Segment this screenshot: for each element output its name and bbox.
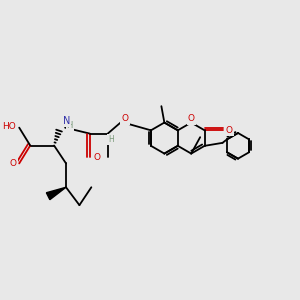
Text: O: O: [10, 159, 17, 168]
Polygon shape: [46, 187, 66, 200]
Text: H: H: [67, 121, 73, 130]
Text: O: O: [122, 115, 128, 124]
Text: H: H: [108, 135, 114, 144]
Text: O: O: [188, 115, 195, 124]
Text: O: O: [94, 153, 101, 162]
Text: O: O: [226, 126, 232, 135]
Text: HO: HO: [2, 122, 16, 131]
Text: N: N: [63, 116, 70, 126]
